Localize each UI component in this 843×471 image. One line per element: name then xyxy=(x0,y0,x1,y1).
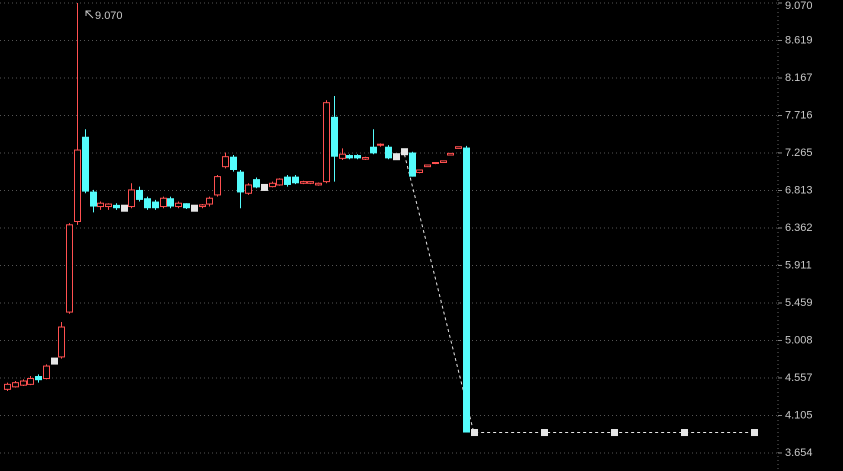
y-tick-label: 7.265 xyxy=(785,147,813,159)
candle-body xyxy=(432,162,439,165)
candle-body xyxy=(113,204,120,209)
candle-body xyxy=(74,149,81,223)
candle-body xyxy=(455,146,462,149)
candle-body xyxy=(681,429,688,437)
candle-body xyxy=(20,380,27,386)
candle-body xyxy=(276,178,283,186)
max-label: 9.070 xyxy=(95,10,123,22)
candle-body xyxy=(191,204,198,212)
candle-body xyxy=(401,148,408,156)
candle-body xyxy=(440,160,447,164)
candle-body xyxy=(463,147,470,433)
candle-body xyxy=(284,176,291,185)
candle-body xyxy=(51,357,58,365)
candle-body xyxy=(90,191,97,207)
candle-body xyxy=(27,378,34,385)
candle-body xyxy=(136,189,143,200)
candle-body xyxy=(424,164,431,168)
candle-body xyxy=(43,365,50,380)
candle-body xyxy=(447,152,454,156)
y-tick-label: 3.654 xyxy=(785,447,813,459)
candle-body xyxy=(370,146,377,154)
candle-body xyxy=(175,202,182,208)
candle-body xyxy=(751,429,758,437)
candle-body xyxy=(199,204,206,208)
candle-body xyxy=(214,176,221,196)
candle-body xyxy=(323,102,330,183)
candle-body xyxy=(230,156,237,170)
candle-body xyxy=(97,202,104,208)
candle-body xyxy=(253,179,260,188)
y-tick-label: 5.008 xyxy=(785,334,813,346)
candle-body xyxy=(409,152,416,177)
candle-body xyxy=(206,197,213,205)
candle-body xyxy=(362,157,369,160)
candle-body xyxy=(377,143,384,146)
candle-body xyxy=(611,429,618,437)
candle-body xyxy=(393,153,400,161)
candle-body xyxy=(167,198,174,207)
candle-body xyxy=(105,203,112,208)
candle-body xyxy=(346,155,353,159)
y-tick-label: 7.716 xyxy=(785,109,813,121)
y-tick-label: 6.362 xyxy=(785,222,813,234)
y-tick-label: 8.167 xyxy=(785,72,813,84)
candle-body xyxy=(121,204,128,212)
candle-body xyxy=(292,176,299,184)
y-tick-label: 8.619 xyxy=(785,34,813,46)
candle-body xyxy=(416,169,423,173)
y-tick-label: 9.070 xyxy=(785,0,813,12)
candle-body xyxy=(385,146,392,159)
candle-body xyxy=(307,181,314,184)
candle-body xyxy=(237,171,244,193)
y-tick-label: 5.911 xyxy=(785,259,812,271)
candle-body xyxy=(300,181,307,184)
candle-body xyxy=(144,198,151,209)
candle-body xyxy=(4,383,11,390)
candle-body xyxy=(471,429,478,437)
y-tick-label: 6.813 xyxy=(785,184,813,196)
candle-body xyxy=(58,326,65,358)
candle-body xyxy=(261,183,268,191)
y-tick-label: 5.459 xyxy=(785,297,813,309)
candle-body xyxy=(128,189,135,208)
candle-body xyxy=(66,224,73,313)
candle-body xyxy=(269,182,276,188)
y-tick-label: 4.105 xyxy=(785,409,813,421)
candle-body xyxy=(245,184,252,194)
candle-body xyxy=(222,156,229,168)
candle-body xyxy=(541,429,548,437)
max-arrow-head xyxy=(85,10,92,16)
candle-body xyxy=(152,201,159,209)
candle-body xyxy=(183,203,190,209)
candle-body xyxy=(12,382,19,388)
candle-body xyxy=(354,155,361,159)
y-tick-label: 4.557 xyxy=(785,372,813,384)
max-arrow xyxy=(85,10,94,19)
tail-line xyxy=(395,150,754,434)
candle-body xyxy=(339,153,346,159)
candle-body xyxy=(331,116,338,157)
candle-body xyxy=(315,182,322,186)
candle-body xyxy=(35,376,42,381)
candle-body xyxy=(160,197,167,208)
candle-body xyxy=(82,136,89,192)
